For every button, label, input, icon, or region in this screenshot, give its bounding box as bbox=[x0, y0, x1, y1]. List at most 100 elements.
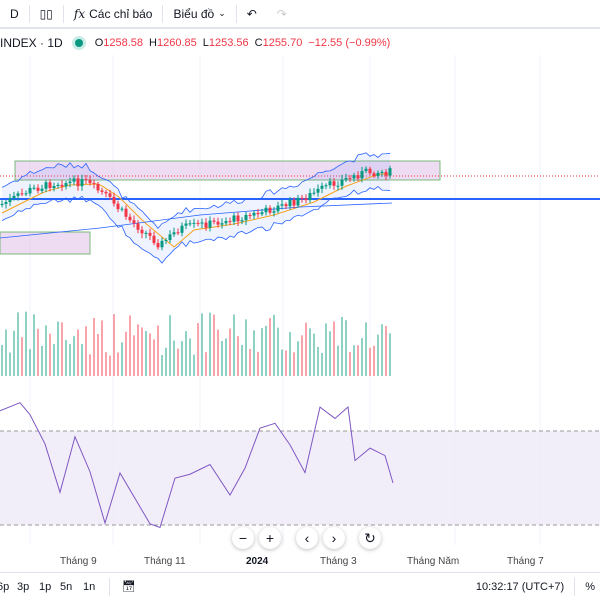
candle bbox=[352, 175, 356, 179]
volume-bar bbox=[381, 324, 383, 376]
candle bbox=[140, 229, 144, 234]
volume-bar bbox=[13, 330, 15, 376]
candle bbox=[196, 222, 200, 224]
volume-bar bbox=[33, 314, 35, 376]
range-button[interactable]: 6p bbox=[0, 580, 10, 593]
volume-bar bbox=[181, 341, 183, 376]
volume-bar bbox=[145, 331, 147, 376]
volume-bar bbox=[341, 316, 343, 376]
candle bbox=[12, 195, 16, 199]
candle bbox=[276, 205, 280, 212]
volume-bar bbox=[65, 339, 67, 376]
candle bbox=[180, 225, 184, 233]
candle bbox=[148, 232, 152, 236]
volume-bar bbox=[229, 328, 231, 376]
volume-bar bbox=[9, 352, 11, 376]
candle bbox=[284, 204, 288, 207]
volume-bar bbox=[21, 337, 23, 376]
candle bbox=[108, 193, 112, 197]
candle bbox=[60, 184, 64, 187]
candle bbox=[152, 235, 156, 244]
symbol-legend: INDEX · 1D O1258.58 H1260.85 L1253.56 C1… bbox=[0, 36, 390, 50]
chart-menu-button[interactable]: Biểu đồ ⌄ bbox=[163, 0, 235, 27]
candle bbox=[164, 240, 168, 242]
candle bbox=[116, 203, 120, 210]
chart-type-button[interactable]: ▯▯ bbox=[30, 0, 63, 27]
volume-bar bbox=[25, 311, 27, 376]
candle bbox=[372, 173, 376, 176]
volume-bar bbox=[73, 336, 75, 376]
zone-box[interactable] bbox=[0, 231, 91, 255]
volume-bar bbox=[17, 312, 19, 376]
candle bbox=[216, 221, 220, 225]
top-toolbar: D ▯▯ fx Các chỉ báo Biểu đồ ⌄ ↶ ↷ bbox=[0, 0, 600, 29]
volume-bar bbox=[141, 327, 143, 376]
volume-bar bbox=[217, 329, 219, 376]
clock: 10:32:17 (UTC+7) bbox=[475, 580, 565, 593]
volume-bar bbox=[233, 314, 235, 376]
candle bbox=[384, 171, 388, 176]
symbol-title[interactable]: INDEX · 1D bbox=[0, 36, 63, 50]
reset-chart-button[interactable]: ↻ bbox=[359, 527, 381, 549]
zoom-out-button[interactable]: − bbox=[232, 527, 254, 549]
volume-bar bbox=[265, 325, 267, 376]
percent-toggle[interactable]: % bbox=[585, 580, 595, 593]
volume-bar bbox=[81, 344, 83, 376]
interval-button[interactable]: D bbox=[0, 0, 29, 27]
candle bbox=[160, 240, 164, 248]
volume-bar bbox=[37, 328, 39, 376]
candle bbox=[168, 234, 172, 241]
volume-bar bbox=[105, 352, 107, 376]
zoom-in-button[interactable]: + bbox=[259, 527, 281, 549]
candle bbox=[292, 199, 296, 206]
goto-date-icon[interactable]: 📅︎ bbox=[122, 581, 136, 593]
volume-bar bbox=[1, 345, 3, 376]
candle bbox=[264, 207, 268, 213]
undo-button[interactable]: ↶ bbox=[237, 0, 267, 27]
long-ma bbox=[0, 202, 393, 239]
redo-button[interactable]: ↷ bbox=[267, 0, 297, 27]
volume-bar bbox=[125, 331, 127, 376]
x-axis-label: Tháng Năm bbox=[407, 556, 460, 567]
candle bbox=[360, 171, 364, 179]
candle bbox=[132, 220, 136, 224]
candle bbox=[376, 172, 380, 176]
upper-band bbox=[1, 152, 391, 229]
x-axis-label: Tháng 9 bbox=[60, 556, 97, 567]
candle bbox=[240, 220, 244, 222]
candle bbox=[104, 191, 108, 194]
rsi-line bbox=[0, 402, 394, 529]
candle bbox=[296, 197, 300, 206]
candle bbox=[268, 207, 272, 213]
volume-bar bbox=[269, 318, 271, 376]
redo-icon: ↷ bbox=[276, 6, 287, 21]
candle bbox=[224, 221, 228, 224]
open-value: 1258.58 bbox=[103, 37, 144, 49]
scroll-left-button[interactable]: ‹ bbox=[296, 527, 318, 549]
range-button[interactable]: 5n bbox=[60, 580, 73, 593]
candle bbox=[304, 198, 308, 201]
divider bbox=[235, 4, 237, 23]
volume-bar bbox=[305, 322, 307, 376]
volume-bar bbox=[333, 321, 335, 376]
candle bbox=[188, 223, 192, 225]
divider bbox=[162, 4, 164, 23]
volume-bar bbox=[201, 313, 203, 376]
zone-box[interactable] bbox=[14, 160, 441, 181]
volume-bar bbox=[385, 326, 387, 376]
range-button[interactable]: 1p bbox=[39, 580, 52, 593]
volume-bar bbox=[149, 333, 151, 376]
indicators-button[interactable]: fx Các chỉ báo bbox=[64, 0, 163, 27]
candle bbox=[112, 196, 116, 204]
candle bbox=[288, 199, 292, 207]
price-chart[interactable] bbox=[0, 0, 600, 560]
range-button[interactable]: 1n bbox=[83, 580, 96, 593]
fx-icon: fx bbox=[73, 6, 86, 21]
range-button[interactable]: 3p bbox=[17, 580, 30, 593]
close-value: 1255.70 bbox=[262, 37, 303, 49]
candle bbox=[96, 184, 100, 191]
volume-bar bbox=[261, 328, 263, 376]
scroll-right-button[interactable]: › bbox=[323, 527, 345, 549]
candle bbox=[204, 222, 208, 228]
candle bbox=[28, 187, 32, 194]
